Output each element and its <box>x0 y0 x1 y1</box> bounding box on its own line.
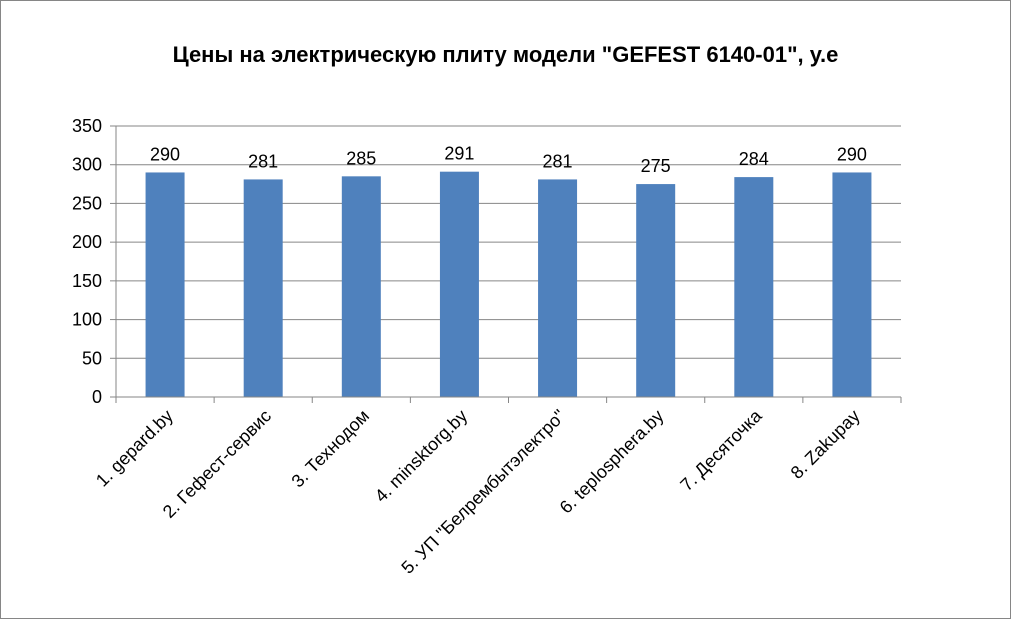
data-labels: 290 281 285 291 281 275 284 290 <box>150 144 867 176</box>
bar <box>832 172 872 397</box>
bar <box>636 184 676 397</box>
category-label: 5. УП "Белрембытэлектро" <box>397 406 569 578</box>
y-tick-label: 350 <box>72 116 102 136</box>
data-label: 281 <box>248 151 278 171</box>
y-axis-ticks: 0 50 100 150 200 250 300 350 <box>72 116 102 407</box>
data-label: 291 <box>444 144 474 164</box>
category-label: 8. Zakupay <box>787 406 864 483</box>
bars <box>145 171 872 397</box>
gridlines <box>116 125 901 359</box>
category-label: 2. Гефест-сервис <box>159 406 275 522</box>
y-tick-label: 50 <box>82 348 102 368</box>
data-label: 290 <box>150 144 180 164</box>
data-label: 275 <box>641 156 671 176</box>
axes <box>110 125 902 403</box>
category-label: 7. Десяточка <box>676 405 766 495</box>
y-tick-label: 150 <box>72 271 102 291</box>
bar <box>243 179 283 397</box>
data-label: 281 <box>543 151 573 171</box>
chart-title: Цены на электрическую плиту модели "GEFE… <box>172 42 839 67</box>
y-tick-label: 0 <box>92 387 102 407</box>
bar <box>734 177 774 397</box>
category-label: 4. minsktorg.by <box>371 406 471 506</box>
y-tick-label: 200 <box>72 232 102 252</box>
x-axis-categories: 1. gepard.by2. Гефест-сервис 3. Технодом4… <box>92 405 864 578</box>
y-tick-label: 300 <box>72 155 102 175</box>
y-tick-label: 250 <box>72 193 102 213</box>
bar <box>538 179 578 397</box>
category-label: 1. gepard.by <box>92 406 177 491</box>
data-label: 290 <box>837 144 867 164</box>
data-label: 285 <box>346 148 376 168</box>
bar <box>341 176 381 397</box>
data-label: 284 <box>739 149 769 169</box>
bar <box>439 171 479 397</box>
category-label: 3. Технодом <box>288 406 374 492</box>
y-tick-label: 100 <box>72 310 102 330</box>
bar <box>145 172 185 397</box>
category-label: 6. teplosphera.by <box>556 406 668 518</box>
